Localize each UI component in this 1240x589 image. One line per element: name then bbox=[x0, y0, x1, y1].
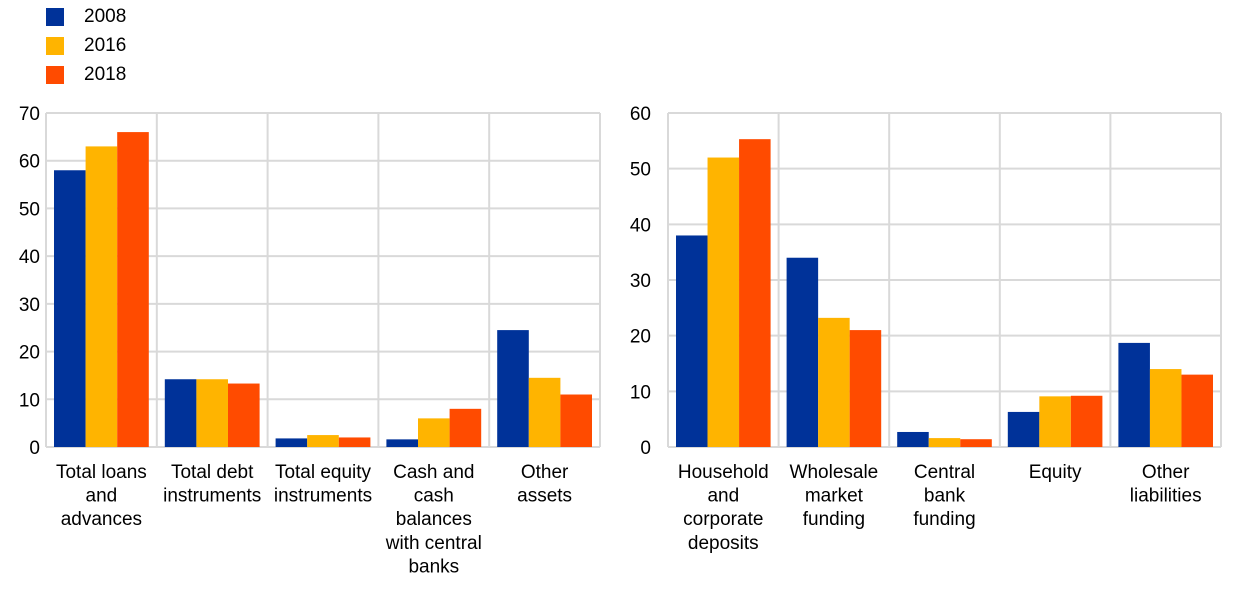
y-tick-label: 0 bbox=[640, 438, 651, 459]
bar-2018 bbox=[960, 439, 992, 447]
bar-2008 bbox=[164, 379, 197, 447]
legend-swatch-2018 bbox=[46, 65, 64, 84]
bar-2016 bbox=[1039, 396, 1071, 447]
bar-2008 bbox=[897, 431, 929, 447]
bar-2016 bbox=[418, 418, 450, 447]
bar-2016 bbox=[928, 438, 961, 447]
x-category-label-line: cash bbox=[414, 486, 454, 507]
legend-label: 2018 bbox=[84, 63, 127, 85]
y-tick-label: 60 bbox=[630, 104, 651, 125]
x-category-label: Cash and cash balances with central banks bbox=[385, 462, 482, 577]
legend-label: 2016 bbox=[84, 34, 127, 56]
x-category-label-line: Equity bbox=[1029, 462, 1082, 483]
x-category-label-line: assets bbox=[517, 486, 572, 507]
x-category-label: Total equity instruments bbox=[274, 462, 372, 507]
x-category-label-line: funding bbox=[913, 509, 975, 530]
legend-swatch-2008 bbox=[46, 7, 64, 26]
x-category-label-line: instruments bbox=[163, 486, 261, 507]
x-category-label-line: Total debt bbox=[171, 462, 254, 483]
y-tick-label: 30 bbox=[19, 295, 40, 316]
y-tick-label: 10 bbox=[19, 390, 40, 411]
bar-2008 bbox=[1118, 342, 1150, 447]
bar-2016 bbox=[1149, 369, 1182, 447]
y-tick-label: 70 bbox=[19, 104, 40, 125]
x-category-label: Central bank funding bbox=[913, 462, 975, 530]
x-category-label: Other liabilities bbox=[1130, 462, 1202, 507]
bar-2016 bbox=[528, 377, 561, 447]
x-category-label-line: Wholesale bbox=[790, 462, 879, 483]
x-category-label: Wholesale market funding bbox=[790, 462, 879, 530]
x-category-label: Total loans and advances bbox=[56, 462, 147, 530]
x-category-label-line: liabilities bbox=[1130, 486, 1202, 507]
x-category-label: Other assets bbox=[517, 462, 572, 507]
x-category-label-line: Other bbox=[1142, 462, 1190, 483]
bar-2008 bbox=[54, 170, 86, 447]
bar-2008 bbox=[497, 330, 529, 447]
legend-label: 2008 bbox=[84, 5, 127, 27]
bar-2008 bbox=[275, 438, 308, 447]
legend-swatch-2016 bbox=[46, 36, 64, 55]
x-category-label: Equity bbox=[1029, 462, 1082, 483]
x-category-label: Household and corporate deposits bbox=[678, 462, 769, 554]
y-tick-label: 60 bbox=[19, 152, 40, 173]
bar-2008 bbox=[386, 439, 418, 447]
bar-2018 bbox=[739, 139, 771, 447]
bar-2008 bbox=[1007, 411, 1040, 447]
y-tick-label: 50 bbox=[630, 160, 651, 181]
x-category-label-line: Central bbox=[914, 462, 975, 483]
bar-2016 bbox=[196, 379, 228, 447]
y-tick-label: 10 bbox=[630, 382, 651, 403]
bar-2008 bbox=[676, 235, 708, 447]
bar-2018 bbox=[449, 408, 482, 447]
legend: 2008 2016 2018 bbox=[46, 2, 126, 89]
y-tick-label: 40 bbox=[630, 215, 651, 236]
x-category-label-line: Total equity bbox=[275, 462, 372, 483]
x-category-label-line: and bbox=[86, 486, 118, 507]
x-category-label-line: Total loans bbox=[56, 462, 147, 483]
y-tick-label: 20 bbox=[19, 343, 40, 364]
y-tick-label: 40 bbox=[19, 247, 40, 268]
x-category-label-line: balances bbox=[396, 509, 472, 530]
bar-2016 bbox=[307, 435, 339, 447]
y-tick-label: 20 bbox=[630, 327, 651, 348]
x-category-label: Total debt instruments bbox=[163, 462, 261, 507]
y-tick-label: 30 bbox=[630, 271, 651, 292]
x-category-label-line: market bbox=[805, 486, 864, 507]
bar-2008 bbox=[786, 257, 819, 447]
bar-2018 bbox=[560, 394, 592, 447]
legend-item-2008: 2008 bbox=[46, 2, 126, 31]
x-category-label-line: Other bbox=[521, 462, 569, 483]
legend-item-2018: 2018 bbox=[46, 60, 126, 89]
bar-2018 bbox=[1070, 395, 1103, 447]
x-category-label-line: advances bbox=[61, 509, 142, 530]
bar-2018 bbox=[228, 383, 260, 447]
x-category-label-line: and bbox=[707, 486, 739, 507]
bar-2018 bbox=[338, 437, 371, 447]
legend-item-2016: 2016 bbox=[46, 31, 126, 60]
bar-2016 bbox=[707, 157, 740, 448]
x-category-label-line: deposits bbox=[688, 533, 759, 554]
x-category-label-line: bank bbox=[924, 486, 966, 507]
bar-2016 bbox=[85, 146, 118, 447]
bar-2018 bbox=[1181, 374, 1213, 447]
x-category-label-line: funding bbox=[803, 509, 865, 530]
bar-2018 bbox=[849, 330, 882, 447]
x-category-label-line: Cash and bbox=[393, 462, 474, 483]
bar-2018 bbox=[117, 132, 149, 448]
x-category-label-line: with central bbox=[385, 533, 482, 554]
x-category-label-line: instruments bbox=[274, 486, 372, 507]
x-category-label-line: Household bbox=[678, 462, 769, 483]
x-category-label-line: banks bbox=[408, 556, 459, 577]
y-tick-label: 50 bbox=[19, 199, 40, 220]
y-tick-label: 0 bbox=[29, 438, 40, 459]
x-category-label-line: corporate bbox=[683, 509, 763, 530]
bar-2016 bbox=[818, 317, 850, 447]
